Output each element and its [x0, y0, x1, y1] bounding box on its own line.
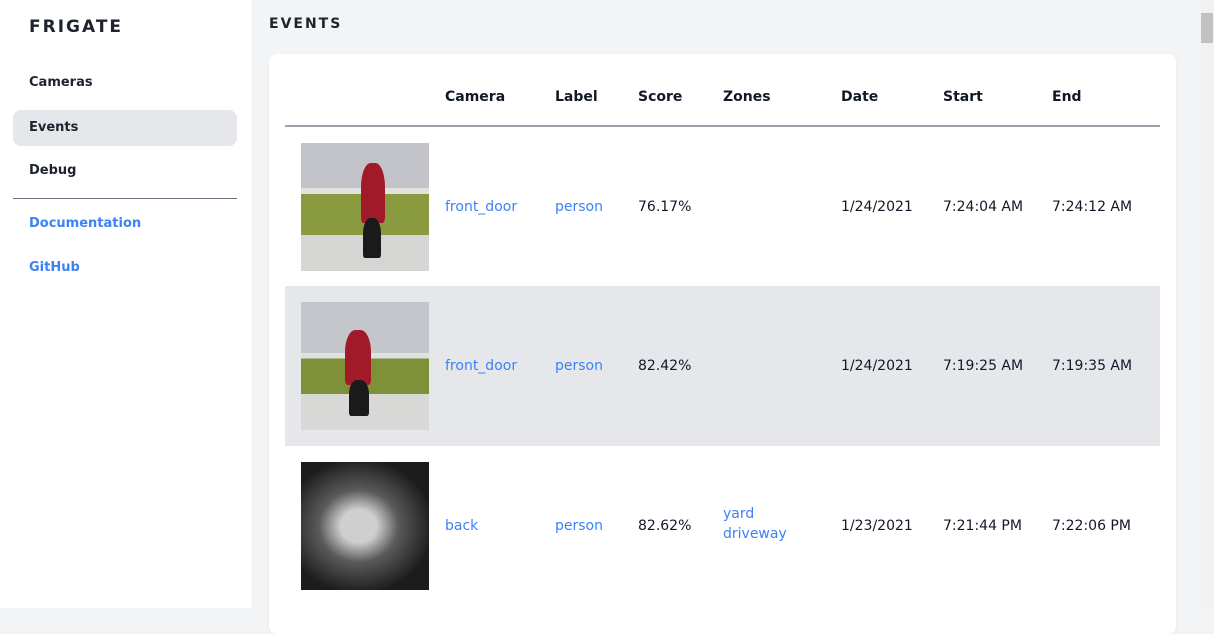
event-thumbnail[interactable]	[301, 302, 429, 430]
event-thumbnail[interactable]	[301, 142, 429, 271]
date: 1/23/2021	[841, 518, 913, 534]
events-table: Camera Label Score Zones Date Start End …	[285, 54, 1160, 606]
table-row[interactable]: front_door person 76.17% 1/24/2021 7:24:…	[285, 126, 1160, 286]
label-link[interactable]: person	[555, 198, 603, 215]
sidebar-divider	[13, 198, 237, 199]
header-zones: Zones	[723, 54, 841, 127]
header-camera: Camera	[445, 54, 555, 127]
table-row[interactable]: back person 82.62% yard driveway 1/23/202…	[285, 446, 1160, 606]
sidebar-item-cameras[interactable]: Cameras	[29, 75, 93, 90]
scrollbar[interactable]	[1200, 0, 1214, 608]
date: 1/24/2021	[841, 198, 913, 215]
scrollbar-thumb[interactable]	[1201, 13, 1213, 43]
header-start: Start	[943, 54, 1052, 127]
sidebar-item-events[interactable]: Events	[13, 110, 237, 146]
score: 82.62%	[638, 518, 692, 534]
score: 82.42%	[638, 286, 723, 446]
zones	[723, 286, 841, 446]
sidebar: FRIGATE Cameras Events Debug Documentati…	[0, 0, 253, 608]
camera-link[interactable]: front_door	[445, 358, 518, 374]
end-time: 7:22:06 PM	[1052, 518, 1131, 534]
documentation-link[interactable]: Documentation	[29, 216, 142, 231]
end-time: 7:24:12 AM	[1052, 198, 1133, 215]
start-time: 7:19:25 AM	[943, 286, 1052, 446]
sidebar-item-debug[interactable]: Debug	[29, 163, 77, 178]
brand-logo[interactable]: FRIGATE	[29, 17, 124, 37]
start-time: 7:24:04 AM	[943, 198, 1024, 215]
label-link[interactable]: person	[555, 518, 603, 534]
zones	[723, 126, 841, 286]
table-row[interactable]: front_door person 82.42% 1/24/2021 7:19:…	[285, 286, 1160, 446]
github-link[interactable]: GitHub	[29, 260, 80, 275]
score: 76.17%	[638, 198, 692, 215]
table-header-row: Camera Label Score Zones Date Start End	[285, 54, 1160, 127]
header-date: Date	[841, 54, 943, 127]
header-score: Score	[638, 54, 723, 127]
header-label: Label	[555, 54, 638, 127]
zone-link-driveway[interactable]: driveway	[723, 526, 787, 542]
camera-link[interactable]: front_door	[445, 198, 518, 215]
event-thumbnail[interactable]	[301, 462, 429, 590]
start-time: 7:21:44 PM	[943, 518, 1022, 534]
header-end: End	[1052, 54, 1160, 127]
date: 1/24/2021	[841, 286, 943, 446]
header-thumbnail	[285, 54, 445, 127]
zone-link-yard[interactable]: yard	[723, 506, 755, 522]
events-card: Camera Label Score Zones Date Start End …	[269, 54, 1176, 634]
label-link[interactable]: person	[555, 358, 603, 374]
page-title: EVENTS	[269, 16, 343, 32]
end-time: 7:19:35 AM	[1052, 286, 1160, 446]
zones: yard driveway	[723, 446, 841, 606]
camera-link[interactable]: back	[445, 518, 479, 534]
